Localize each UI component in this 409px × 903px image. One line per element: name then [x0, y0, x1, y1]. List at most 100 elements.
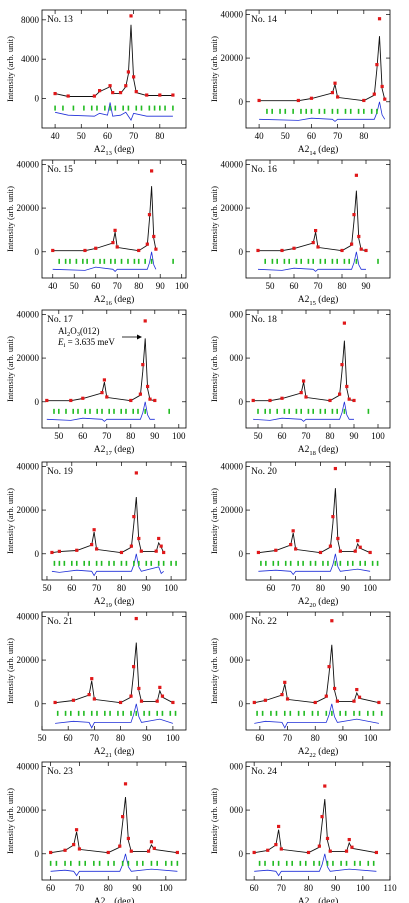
observed-point — [132, 665, 136, 669]
observed-point — [335, 699, 339, 703]
reflection-marker — [340, 860, 342, 866]
x-tick-label: 90 — [331, 883, 341, 893]
reflection-marker — [72, 408, 74, 414]
panel-1: 40 50 60 70 80 0 4000 8000 Intensity (arb. unit)… — [5, 9, 187, 157]
observed-point — [159, 544, 163, 548]
observed-point — [149, 840, 154, 844]
reflection-marker — [370, 108, 373, 114]
plot-frame — [41, 309, 187, 429]
observed-point — [340, 363, 344, 367]
reflection-marker — [72, 105, 75, 111]
y-tick-label: 000 — [230, 611, 244, 621]
reflection-marker — [339, 560, 342, 566]
y-tick-label: 20000 — [17, 655, 40, 665]
reflection-marker — [334, 560, 337, 566]
x-axis-title-main: A2 — [94, 597, 106, 607]
observed-point — [129, 849, 133, 853]
observed-point — [274, 548, 278, 552]
reflection-marker — [331, 108, 334, 114]
observed-point — [251, 398, 255, 403]
reflection-marker — [161, 710, 164, 716]
y-axis-title: Intensity (arb. unit) — [209, 186, 219, 252]
x-tick-label: 70 — [314, 281, 324, 291]
observed-point — [139, 699, 144, 703]
reflection-marker — [272, 560, 275, 566]
x-axis-title-sub: 19 — [105, 602, 112, 609]
reflection-marker — [319, 408, 322, 414]
reflection-marker — [283, 258, 286, 264]
x-tick-label: 90 — [142, 583, 152, 593]
calculated-line — [55, 24, 173, 97]
panel-4: 50 60 70 80 90 0 20000 40000 Intensity (arb. uni… — [209, 159, 391, 307]
reflection-marker — [312, 408, 314, 414]
reflection-marker — [343, 408, 346, 414]
reflection-marker — [344, 710, 347, 716]
reflection-marker — [284, 108, 287, 114]
reflection-marker — [127, 860, 130, 866]
observed-point — [336, 95, 340, 99]
calculated-line — [55, 642, 174, 704]
reflection-marker — [324, 408, 326, 414]
plot-frame — [41, 159, 187, 279]
reflection-marker — [367, 408, 370, 414]
y-axis-title: Intensity (arb. unit) — [5, 488, 15, 554]
observed-point — [338, 392, 342, 396]
reflection-marker — [285, 860, 288, 866]
x-tick-label: 60 — [91, 281, 101, 291]
observed-point — [153, 398, 157, 403]
reflection-marker — [327, 560, 329, 566]
observed-point — [324, 694, 328, 698]
reflection-marker — [109, 710, 111, 716]
panel-3: 40 50 60 70 80 90 100 0 20000 40000 Intensity (arb… — [5, 159, 189, 307]
x-tick-label: 50 — [54, 431, 64, 441]
reflection-marker — [312, 258, 314, 264]
reflection-marker — [82, 258, 84, 264]
annotation-sub: 2 — [67, 331, 70, 338]
reflection-marker — [359, 560, 362, 566]
panel-label: No. 15 — [47, 165, 73, 175]
reflection-marker — [127, 105, 130, 111]
reflection-marker — [168, 408, 170, 414]
reflection-marker — [174, 710, 177, 716]
reflection-marker — [156, 710, 158, 716]
x-tick-label: 60 — [278, 431, 288, 441]
calculated-line — [253, 340, 355, 402]
reflection-marker — [77, 408, 79, 414]
observed-point — [347, 837, 351, 842]
observed-point — [49, 850, 53, 855]
x-tick-label: 70 — [92, 583, 102, 593]
observed-point — [132, 75, 136, 79]
y-axis-title: Intensity (arb. unit) — [209, 36, 219, 102]
reflection-marker — [364, 560, 366, 566]
reflection-marker — [130, 710, 132, 716]
calculated-line — [259, 36, 386, 102]
x-axis-title-main: A2 — [298, 445, 310, 455]
x-tick-label: 40 — [255, 131, 265, 141]
reflection-marker — [125, 408, 127, 414]
reflection-marker — [157, 560, 160, 566]
x-tick-label: 90 — [341, 583, 351, 593]
reflection-marker — [156, 860, 158, 866]
reflection-marker — [86, 258, 88, 264]
reflection-marker — [64, 860, 66, 866]
x-tick-label: 70 — [291, 583, 301, 593]
observed-point — [296, 98, 300, 103]
reflection-marker — [172, 105, 174, 111]
calculated-line — [254, 644, 379, 704]
reflection-marker — [113, 860, 115, 866]
reflection-marker — [344, 108, 347, 114]
x-axis-title: A222 (deg) — [298, 746, 339, 759]
observed-point — [157, 536, 161, 541]
panel-8: 60 70 80 90 100 0 20000 40000 Intensity (arb. un… — [209, 461, 391, 609]
y-tick-label: 0 — [35, 849, 40, 859]
observed-point — [256, 550, 261, 555]
plot-frame — [245, 9, 391, 129]
observed-point — [374, 850, 379, 855]
x-tick-label: 80 — [155, 131, 165, 141]
observed-point — [336, 536, 340, 541]
y-tick-label: 40000 — [221, 159, 244, 169]
reflection-marker — [336, 108, 339, 114]
reflection-marker — [142, 860, 144, 866]
reflection-marker — [107, 860, 110, 866]
y-tick-label: 000 — [230, 805, 244, 815]
